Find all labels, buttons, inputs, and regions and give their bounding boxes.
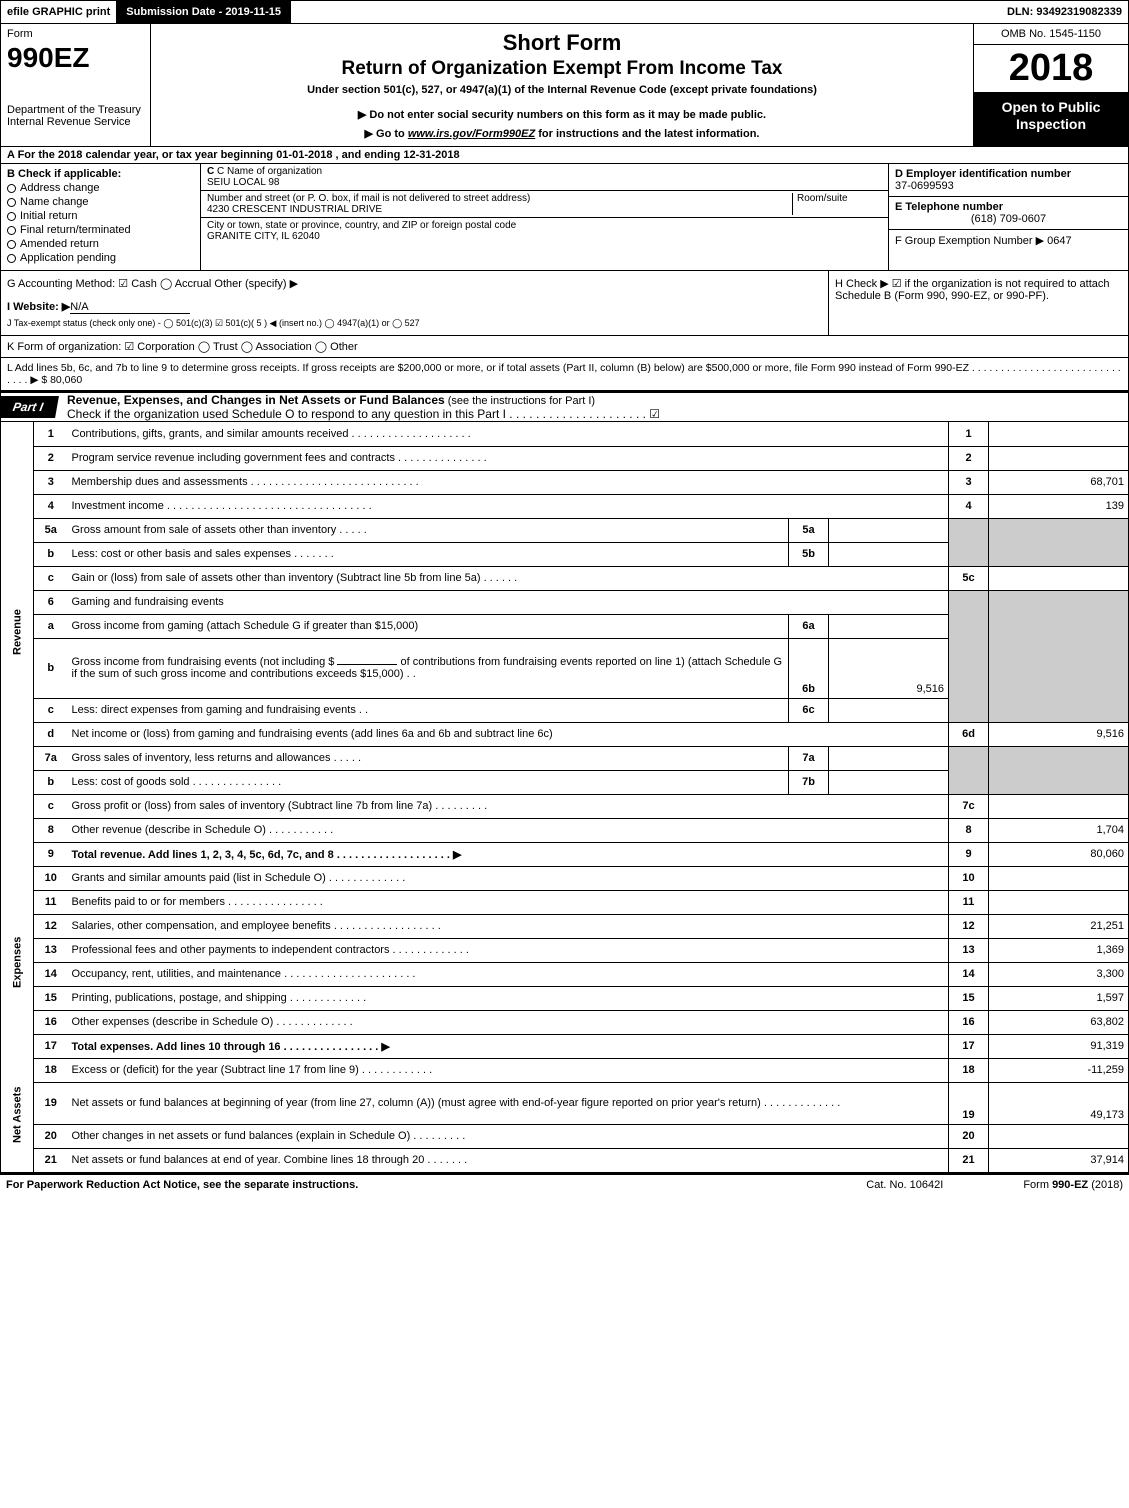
line21-value: 37,914	[989, 1148, 1129, 1172]
website: N/A	[70, 301, 190, 314]
line14-value: 3,300	[989, 962, 1129, 986]
footer-mid: Cat. No. 10642I	[866, 1179, 943, 1191]
omb-number: OMB No. 1545-1150	[974, 24, 1128, 45]
form-header: Form 990EZ Department of the Treasury In…	[0, 24, 1129, 147]
cb-address[interactable]: Address change	[7, 182, 194, 194]
check-b-title: B Check if applicable:	[7, 168, 194, 180]
form-word: Form	[7, 28, 144, 40]
line12-value: 21,251	[989, 914, 1129, 938]
line16-value: 63,802	[989, 1010, 1129, 1034]
line3-value: 68,701	[989, 470, 1129, 494]
dln: DLN: 93492319082339	[1001, 6, 1128, 18]
line18-value: -11,259	[989, 1058, 1129, 1082]
org-name-row: C C Name of organization SEIU LOCAL 98	[201, 164, 888, 191]
department: Department of the Treasury Internal Reve…	[7, 104, 144, 128]
ein: 37-0699593	[895, 180, 1122, 192]
short-form-title: Short Form	[161, 30, 963, 56]
cb-final[interactable]: Final return/terminated	[7, 224, 194, 236]
org-addr-row: Number and street (or P. O. box, if mail…	[201, 191, 888, 218]
goto-post: for instructions and the latest informat…	[535, 128, 759, 140]
org-city-row: City or town, state or province, country…	[201, 218, 888, 244]
goto-link[interactable]: www.irs.gov/Form990EZ	[408, 128, 535, 140]
line20-value	[989, 1124, 1129, 1148]
header-mid: Short Form Return of Organization Exempt…	[151, 24, 973, 146]
org-city: GRANITE CITY, IL 62040	[207, 231, 882, 242]
return-title: Return of Organization Exempt From Incom…	[161, 58, 963, 80]
header-right: OMB No. 1545-1150 2018 Open to Public In…	[973, 24, 1128, 146]
part1-title: Revenue, Expenses, and Changes in Net As…	[57, 393, 660, 421]
tax-exempt: J Tax-exempt status (check only one) - ◯…	[7, 318, 822, 329]
org-name: SEIU LOCAL 98	[207, 177, 882, 188]
part1-header: Part I Revenue, Expenses, and Changes in…	[0, 391, 1129, 422]
goto-pre: ▶ Go to	[365, 128, 408, 140]
line7b-value	[829, 770, 949, 794]
line9-value: 80,060	[989, 842, 1129, 866]
line6d-value: 9,516	[989, 722, 1129, 746]
line1-value	[989, 422, 1129, 446]
goto-line: ▶ Go to www.irs.gov/Form990EZ for instru…	[161, 127, 963, 140]
line19-value: 49,173	[989, 1082, 1129, 1124]
part1-check-o: Check if the organization used Schedule …	[67, 407, 660, 421]
cb-name[interactable]: Name change	[7, 196, 194, 208]
info-block: B Check if applicable: Address change Na…	[0, 164, 1129, 271]
line6c-value	[829, 698, 949, 722]
line5c-value	[989, 566, 1129, 590]
line10-value	[989, 866, 1129, 890]
line5b-value	[829, 542, 949, 566]
line7a-value	[829, 746, 949, 770]
top-bar: efile GRAPHIC print Submission Date - 20…	[0, 0, 1129, 24]
cb-initial[interactable]: Initial return	[7, 210, 194, 222]
line6b-value: 9,516	[829, 638, 949, 698]
line6a-value	[829, 614, 949, 638]
line2-value	[989, 446, 1129, 470]
netassets-side: Net Assets	[1, 1058, 34, 1172]
cb-amended[interactable]: Amended return	[7, 238, 194, 250]
tax-year: 2018	[974, 45, 1128, 93]
info-right: D Employer identification number 37-0699…	[888, 164, 1128, 270]
line4-value: 139	[989, 494, 1129, 518]
website-label: I Website: ▶	[7, 301, 70, 313]
line11-value	[989, 890, 1129, 914]
line8-value: 1,704	[989, 818, 1129, 842]
part1-label: Part I	[0, 396, 59, 418]
schedule-b-check: H Check ▶ ☑ if the organization is not r…	[828, 271, 1128, 335]
line5a-value	[829, 518, 949, 542]
org-addr: 4230 CRESCENT INDUSTRIAL DRIVE	[207, 204, 792, 215]
gh-row: G Accounting Method: ☑ Cash ◯ Accrual Ot…	[0, 271, 1129, 336]
under-section: Under section 501(c), 527, or 4947(a)(1)…	[161, 84, 963, 96]
phone: (618) 709-0607	[895, 213, 1122, 225]
line17-value: 91,319	[989, 1034, 1129, 1058]
accounting-method: G Accounting Method: ☑ Cash ◯ Accrual Ot…	[1, 271, 828, 335]
ssn-warning: ▶ Do not enter social security numbers o…	[161, 108, 963, 121]
efile-label: efile GRAPHIC print	[1, 6, 116, 18]
header-left: Form 990EZ Department of the Treasury In…	[1, 24, 151, 146]
check-if-applicable: B Check if applicable: Address change Na…	[1, 164, 201, 270]
ein-row: D Employer identification number 37-0699…	[889, 164, 1128, 197]
phone-row: E Telephone number (618) 709-0607	[889, 197, 1128, 230]
line13-value: 1,369	[989, 938, 1129, 962]
gross-receipts: L Add lines 5b, 6c, and 7b to line 9 to …	[0, 358, 1129, 391]
lines-table: Revenue 1 Contributions, gifts, grants, …	[0, 422, 1129, 1173]
footer: For Paperwork Reduction Act Notice, see …	[0, 1173, 1129, 1195]
footer-left: For Paperwork Reduction Act Notice, see …	[6, 1179, 358, 1191]
open-public: Open to Public Inspection	[974, 93, 1128, 146]
line15-value: 1,597	[989, 986, 1129, 1010]
revenue-side: Revenue	[1, 422, 34, 842]
form-number: 990EZ	[7, 42, 144, 74]
group-exemption-row: F Group Exemption Number ▶ 0647	[889, 230, 1128, 270]
footer-right: Form 990-EZ (2018)	[1023, 1179, 1123, 1191]
cb-pending[interactable]: Application pending	[7, 252, 194, 264]
submission-date: Submission Date - 2019-11-15	[116, 1, 291, 23]
form-of-org: K Form of organization: ☑ Corporation ◯ …	[0, 336, 1129, 358]
calendar-year-row: A For the 2018 calendar year, or tax yea…	[0, 147, 1129, 164]
org-info: C C Name of organization SEIU LOCAL 98 N…	[201, 164, 888, 270]
expenses-side: Expenses	[1, 866, 34, 1058]
line7c-value	[989, 794, 1129, 818]
